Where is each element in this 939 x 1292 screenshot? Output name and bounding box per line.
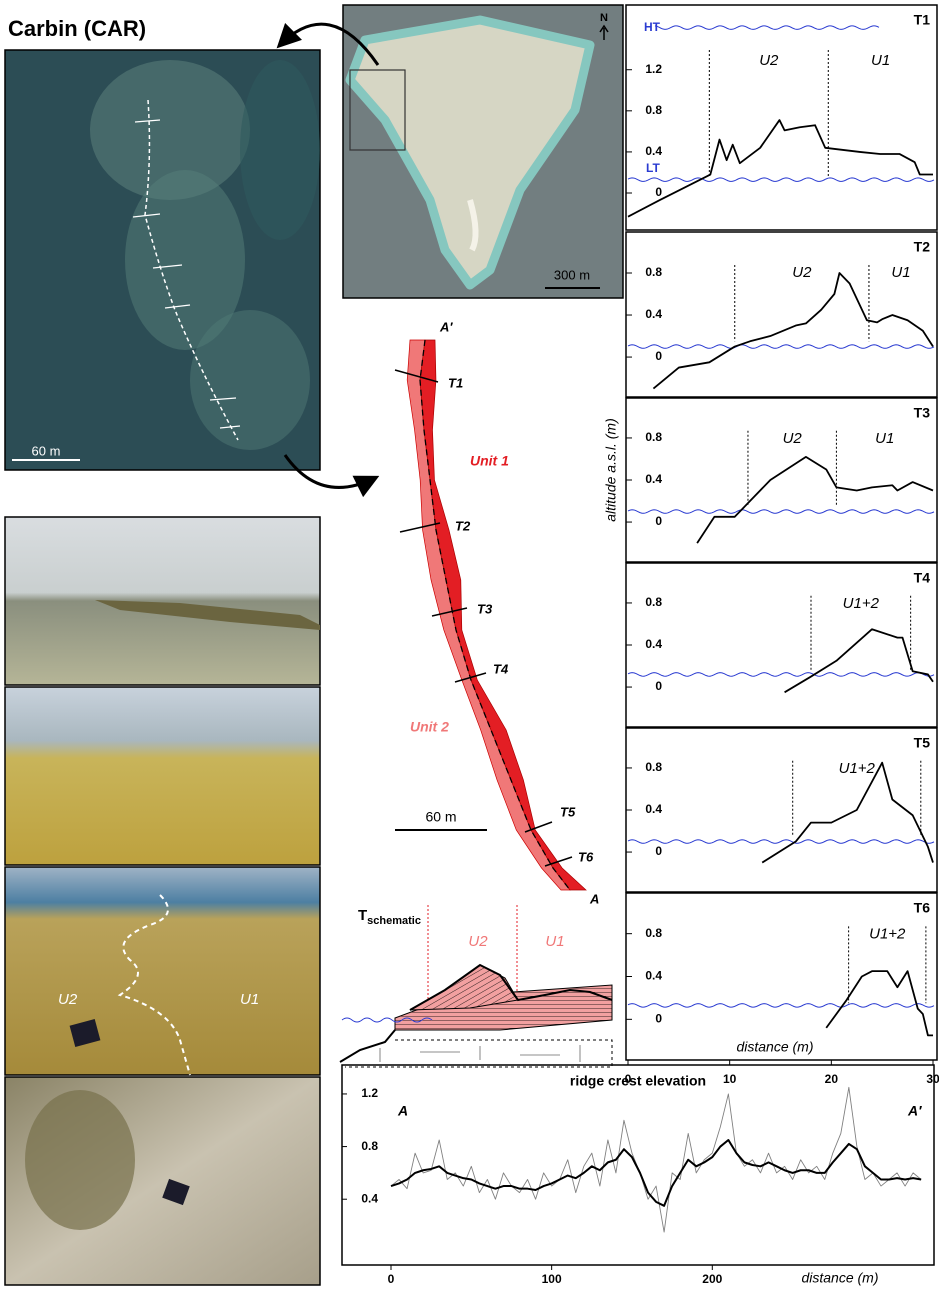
y-tick-label: 0 [655, 185, 662, 199]
x-tick-label: 20 [825, 1072, 839, 1086]
profile-line [697, 457, 933, 543]
panel-title: T6 [914, 900, 931, 916]
y-tick-label: 0 [655, 679, 662, 693]
chart-frame [342, 1065, 934, 1265]
scale-label: 60 m [425, 809, 456, 825]
panel-frame [626, 563, 937, 727]
profile-line [826, 971, 933, 1035]
panel-title: T1 [914, 12, 931, 28]
y-axis-label: altitude a.s.l. (m) [603, 418, 619, 521]
high-tide-label: HT [644, 20, 661, 34]
water-level-line [628, 510, 934, 514]
end-label: A [589, 891, 599, 906]
start-label: A [397, 1103, 408, 1119]
x-axis-label: distance (m) [801, 1270, 878, 1286]
y-tick-label: 0.8 [361, 1139, 378, 1153]
zone-label: U1+2 [869, 926, 906, 943]
x-tick-label: 10 [723, 1072, 737, 1086]
scale-label: 60 m [32, 443, 61, 458]
panel-frame [626, 398, 937, 562]
panel-title: T4 [914, 570, 931, 586]
end-label: A′ [439, 319, 453, 334]
y-tick-label: 0.4 [645, 802, 662, 816]
transect-label: T2 [455, 518, 471, 533]
figure-title: Carbin (CAR) [8, 16, 146, 41]
elevation-line [391, 1087, 921, 1232]
y-tick-label: 1.2 [645, 62, 662, 76]
unit-label: Unit 1 [470, 453, 509, 469]
y-tick-label: 1.2 [361, 1086, 378, 1100]
zone-label: U1 [875, 430, 894, 447]
chart-title: ridge crest elevation [570, 1073, 706, 1089]
panel-frame [626, 728, 937, 892]
y-tick-label: 0.4 [361, 1191, 378, 1205]
x-tick-label: 200 [702, 1272, 722, 1286]
y-tick-label: 0 [655, 349, 662, 363]
transect-label: T6 [578, 849, 594, 864]
ridge-sketch: A′ A Unit 1 Unit 2 60 m T1 T2 T3 T4 T5 T6 [395, 319, 599, 906]
y-tick-label: 0.4 [645, 472, 662, 486]
zone-label: U2 [759, 52, 779, 69]
x-axis-label: distance (m) [736, 1039, 813, 1055]
water-level-line [628, 345, 934, 349]
zone-label: U2 [468, 933, 488, 950]
aerial-photo: 60 m [5, 50, 320, 470]
schematic: Tschematic U2 U1 [340, 905, 612, 1067]
high-tide-line [655, 26, 879, 30]
zone-label: U1+2 [839, 760, 876, 777]
y-tick-label: 0.4 [645, 637, 662, 651]
scale-label: 300 m [554, 267, 590, 282]
zone-label: U2 [783, 430, 803, 447]
panel-title: T3 [914, 405, 931, 421]
panel-title: T5 [914, 735, 931, 751]
y-tick-label: 0.8 [645, 430, 662, 444]
elevation-line [391, 1140, 921, 1206]
transect-label: T1 [448, 375, 463, 390]
y-tick-label: 0 [655, 514, 662, 528]
y-tick-label: 0.8 [645, 760, 662, 774]
x-tick-label: 0 [388, 1272, 395, 1286]
zone-label: U1+2 [843, 595, 880, 612]
water-level-line [628, 673, 934, 677]
low-tide-label: LT [646, 161, 660, 175]
y-tick-label: 0.4 [645, 144, 662, 158]
y-tick-label: 0.8 [645, 595, 662, 609]
y-tick-label: 0.8 [645, 103, 662, 117]
profile-line [628, 120, 933, 217]
end-label: A′ [907, 1103, 922, 1119]
north-label: N [600, 12, 608, 24]
y-tick-label: 0.8 [645, 926, 662, 940]
figure: Carbin (CAR) 60 m 300 m N U2 U1 [0, 0, 939, 1292]
profile-line [762, 763, 933, 863]
low-tide-line [628, 178, 934, 182]
panel-title: T2 [914, 239, 931, 255]
transect-label: T5 [560, 804, 576, 819]
y-tick-label: 0 [655, 844, 662, 858]
zone-label: U1 [240, 991, 259, 1008]
y-tick-label: 0.4 [645, 969, 662, 983]
y-tick-label: 0.8 [645, 265, 662, 279]
y-tick-label: 0 [655, 1011, 662, 1025]
island-map: 300 m N [343, 5, 623, 298]
zone-label: U1 [545, 933, 564, 950]
panel-frame [626, 5, 937, 230]
x-tick-label: 100 [542, 1272, 562, 1286]
zone-label: U2 [58, 991, 78, 1008]
profile-line [653, 273, 933, 389]
zone-label: U1 [891, 264, 910, 281]
water-level-line [628, 1004, 934, 1008]
x-tick-label: 30 [926, 1072, 939, 1086]
y-tick-label: 0.4 [645, 307, 662, 321]
subscript: schematic [367, 915, 421, 927]
title: T [358, 907, 367, 924]
zone-label: U1 [871, 52, 890, 69]
water-level-line [628, 840, 934, 844]
field-photos: U2 U1 [5, 517, 320, 1285]
transect-label: T4 [493, 661, 509, 676]
zone-label: U2 [792, 264, 812, 281]
schematic-title: Tschematic [358, 907, 421, 927]
unit-label: Unit 2 [410, 719, 449, 735]
transect-label: T3 [477, 601, 493, 616]
